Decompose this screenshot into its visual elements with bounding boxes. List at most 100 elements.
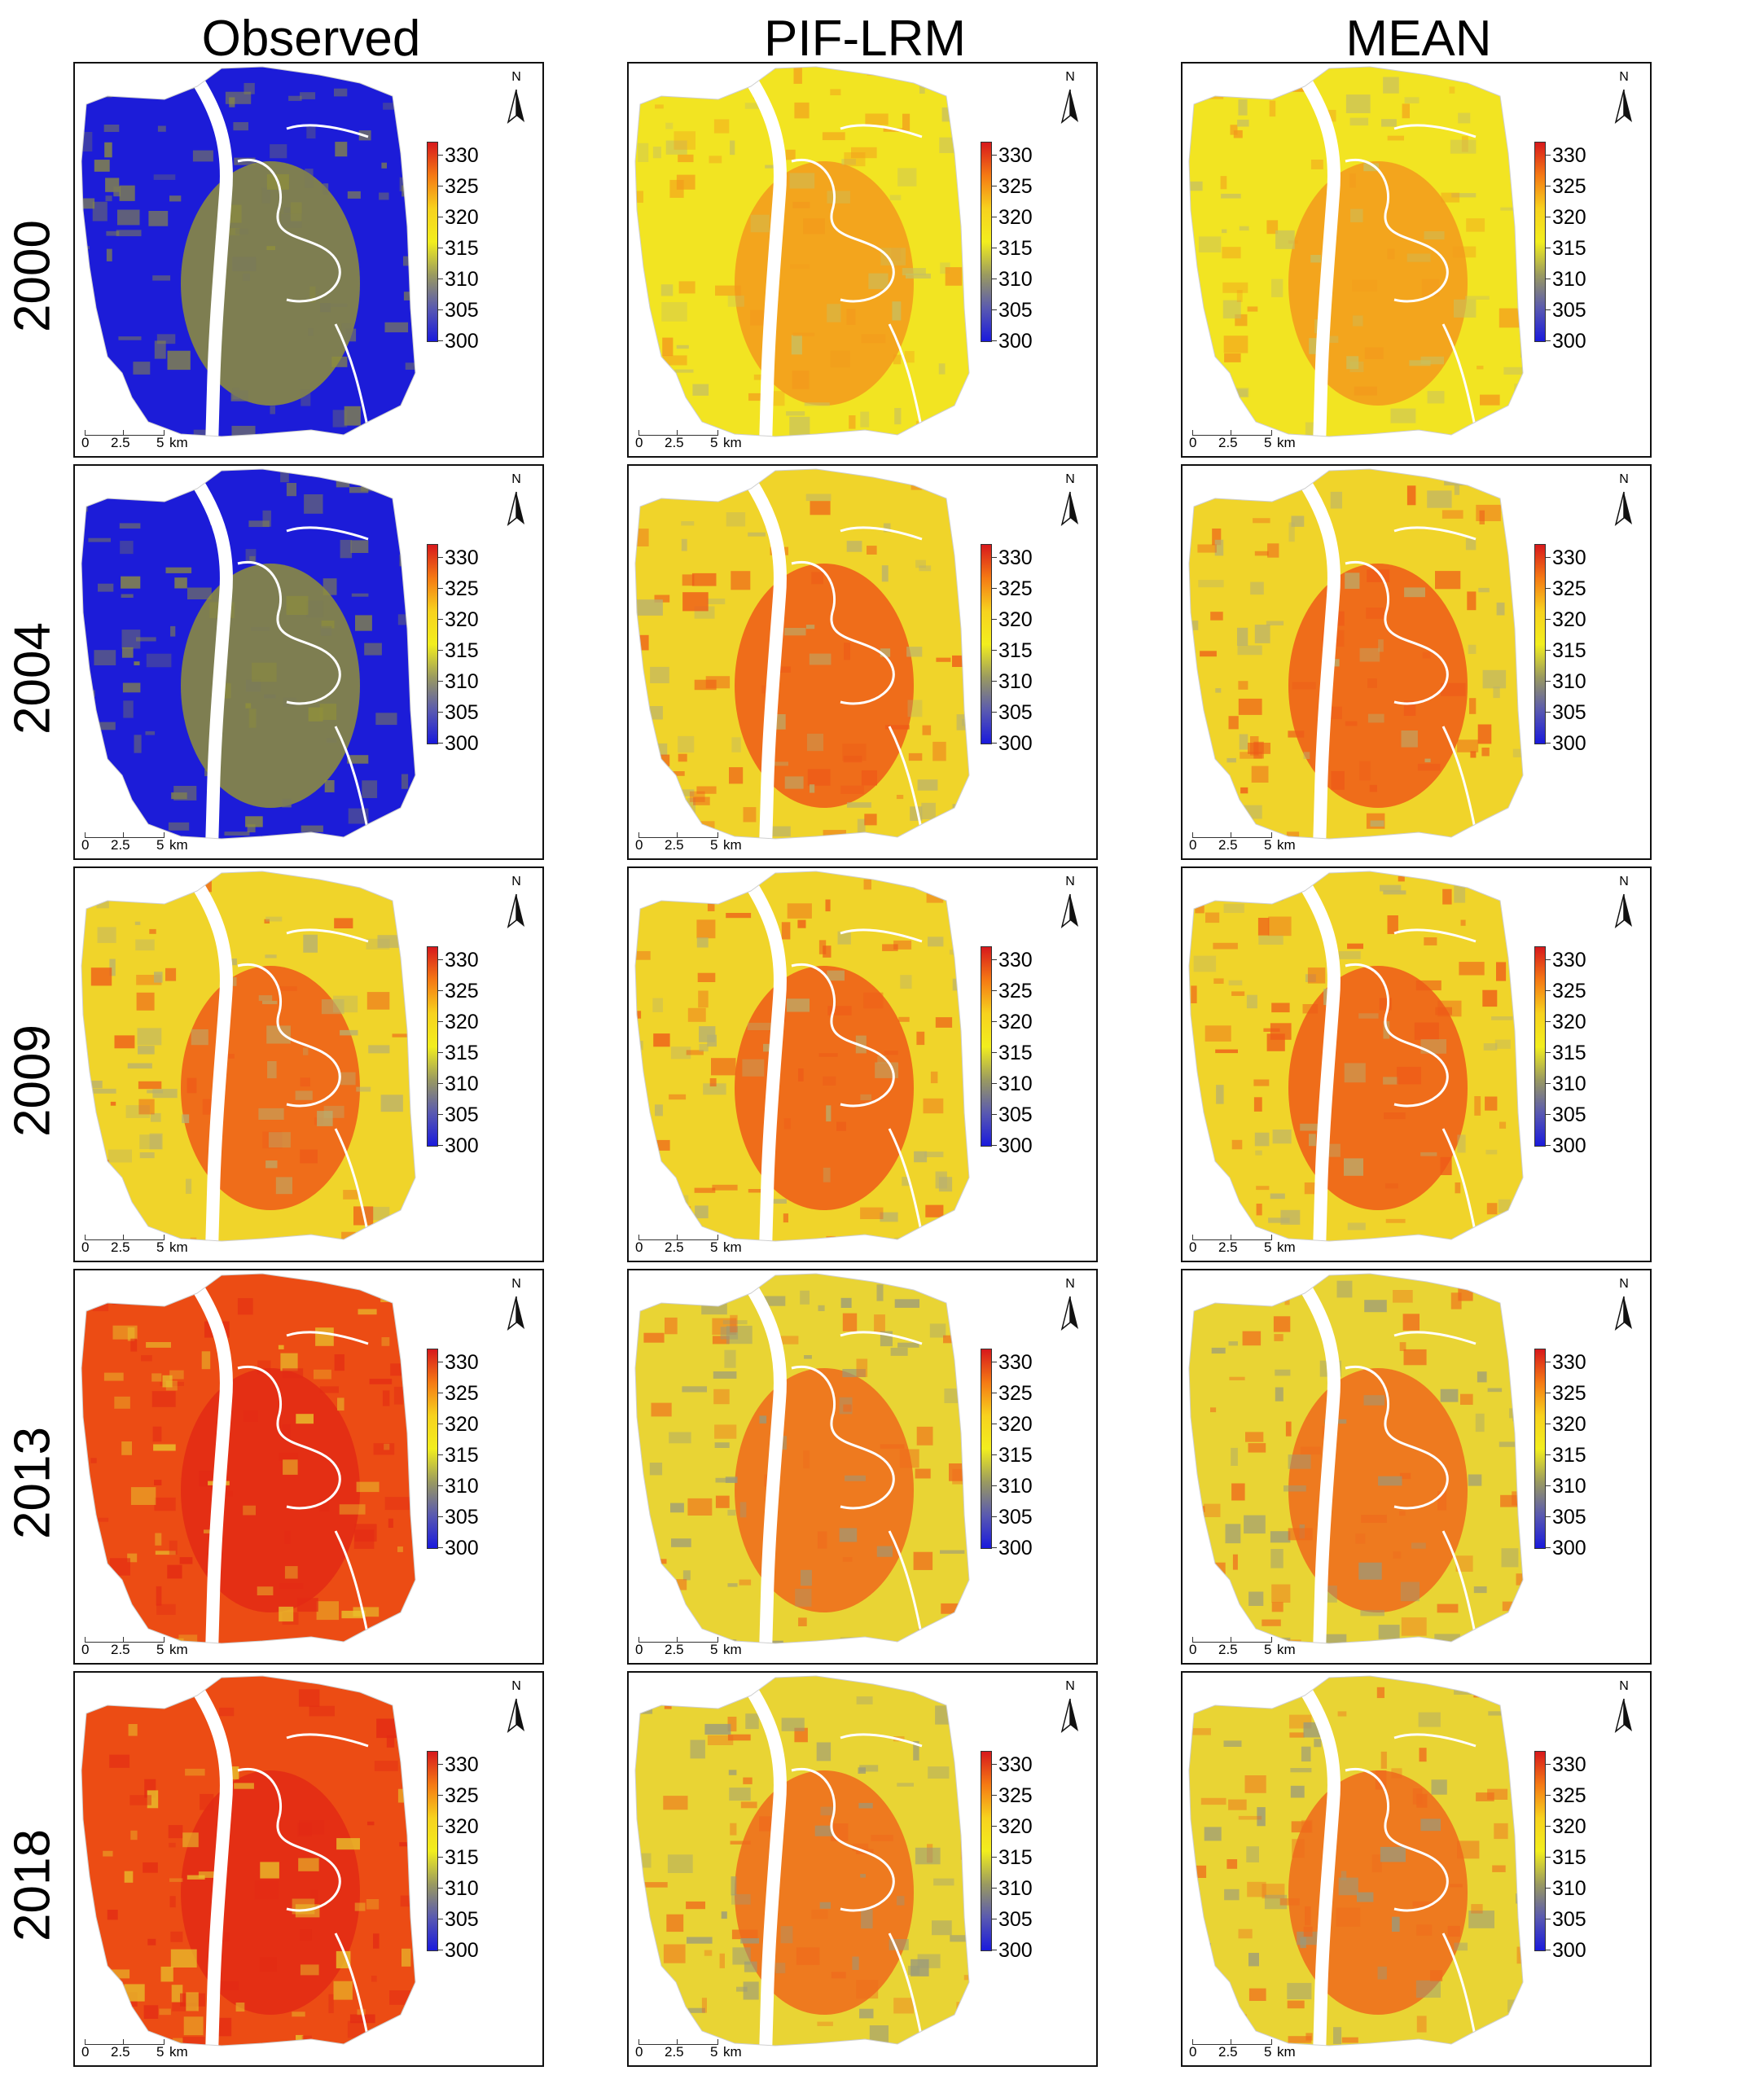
scale-label: 5 [710,837,718,853]
stream [237,124,370,431]
stream [237,526,370,833]
colorbar-tick-label: 310 [1552,268,1586,291]
colorbar [427,1349,438,1549]
north-arrow-icon: N [1608,1679,1640,1736]
colorbar-tick-label: 305 [1552,701,1586,724]
north-arrow-icon: N [1054,1277,1086,1334]
lst-map [81,66,416,437]
scale-bar: 0 2.5 5 km [1189,2034,1352,2062]
scale-label: 0 [81,837,90,853]
colorbar-tick-label: 305 [1552,1908,1586,1931]
colorbar-tick-label: 320 [445,1815,479,1838]
river [191,478,233,839]
colorbar-tick-label: 300 [445,330,479,353]
colorbar-tick-label: 325 [998,1784,1033,1807]
scale-label: 5 [710,2044,718,2060]
scale-label: 5 [1264,1642,1272,1657]
colorbar [1534,142,1546,342]
colorbar-tick-label: 310 [998,1073,1033,1095]
colorbar-tick-label: 320 [445,1413,479,1436]
stream [791,1733,924,2040]
river [191,1283,233,1643]
scale-bar: 0 2.5 5 km [1189,1230,1352,1257]
map-panel-pif-lrm-2004: 330 325 320 315 310 305 300 N 0 2.5 5 km [627,464,1098,860]
colorbar-tick-label: 300 [1552,732,1586,755]
colorbar-tick-label: 300 [1552,1537,1586,1560]
north-arrow-icon: N [500,70,533,127]
lst-map [1188,468,1524,840]
scale-label: km [1277,837,1296,853]
scale-bar: 0 2.5 5 km [635,425,798,453]
scale-label: km [723,1239,742,1255]
colorbar-tick-label: 330 [998,949,1033,972]
scale-label: 2.5 [111,1642,130,1657]
stream [791,124,924,431]
river [191,880,233,1241]
colorbar-tick-label: 330 [445,546,479,569]
colorbar-tick-label: 305 [1552,299,1586,322]
scale-label: 0 [1189,1239,1197,1255]
colorbar-tick-label: 320 [445,206,479,229]
colorbar-tick-label: 300 [998,1134,1033,1157]
colorbar-tick-label: 325 [998,1382,1033,1405]
scale-label: 2.5 [111,1239,130,1255]
scale-label: 0 [1189,1642,1197,1657]
scale-bar: 0 2.5 5 km [81,425,244,453]
colorbar-tick-label: 305 [998,1103,1033,1126]
map-panel-mean-2013: 330 325 320 315 310 305 300 N 0 2.5 5 km [1181,1269,1652,1665]
color-legend: 330 325 320 315 310 305 300 [423,868,542,1261]
colorbar-tick-label: 310 [998,1877,1033,1900]
river [745,1283,787,1643]
scale-label: km [1277,1239,1296,1255]
stream [1345,1733,1477,2040]
colorbar-tick-label: 325 [998,980,1033,1002]
river [745,1685,787,2046]
stream [237,1331,370,1638]
color-legend: 330 325 320 315 310 305 300 [423,466,542,858]
colorbar-tick-label: 320 [998,1815,1033,1838]
colorbar-tick-label: 325 [445,980,479,1002]
lst-map [634,468,970,840]
colorbar-tick-label: 300 [445,1134,479,1157]
colorbar [1534,1349,1546,1549]
scale-label: 5 [156,1239,165,1255]
colorbar-tick-label: 325 [445,175,479,198]
north-arrow-icon: N [500,1679,533,1736]
colorbar-tick-label: 310 [445,268,479,291]
colorbar-tick-label: 310 [1552,1073,1586,1095]
colorbar [1534,1751,1546,1951]
scale-label: 5 [1264,2044,1272,2060]
colorbar [1534,544,1546,744]
colorbar-tick-label: 330 [445,1351,479,1374]
lst-map [634,66,970,437]
colorbar-tick-label: 315 [1552,639,1586,662]
scale-label: 2.5 [1218,435,1238,450]
row-title-2013: 2013 [4,1427,61,1539]
map-panel-observed-2018: 330 325 320 315 310 305 300 N 0 2.5 5 km [73,1671,544,2067]
scale-label: 2.5 [665,837,684,853]
map-panel-pif-lrm-2009: 330 325 320 315 310 305 300 N 0 2.5 5 km [627,866,1098,1262]
scale-label: km [1277,2044,1296,2060]
colorbar-tick-label: 305 [445,1506,479,1529]
color-legend: 330 325 320 315 310 305 300 [1531,64,1650,456]
colorbar-tick-label: 320 [445,1011,479,1033]
colorbar-tick-label: 305 [998,701,1033,724]
scale-label: km [723,1642,742,1657]
lst-map [81,1273,416,1644]
scale-label: 0 [81,1239,90,1255]
colorbar [981,1751,992,1951]
colorbar-tick-label: 320 [1552,1815,1586,1838]
colorbar [427,142,438,342]
colorbar-tick-label: 300 [998,1939,1033,1962]
colorbar-tick-label: 330 [445,144,479,167]
scale-label: 5 [156,2044,165,2060]
colorbar-tick-label: 310 [998,268,1033,291]
scale-label: 0 [81,435,90,450]
scale-label: 2.5 [665,1642,684,1657]
row-title-2018: 2018 [4,1829,61,1941]
column-title-pif-lrm: PIF-LRM [764,11,966,67]
scale-bar: 0 2.5 5 km [81,1230,244,1257]
colorbar-tick-label: 300 [1552,1939,1586,1962]
colorbar-tick-label: 330 [1552,546,1586,569]
river [1299,478,1341,839]
